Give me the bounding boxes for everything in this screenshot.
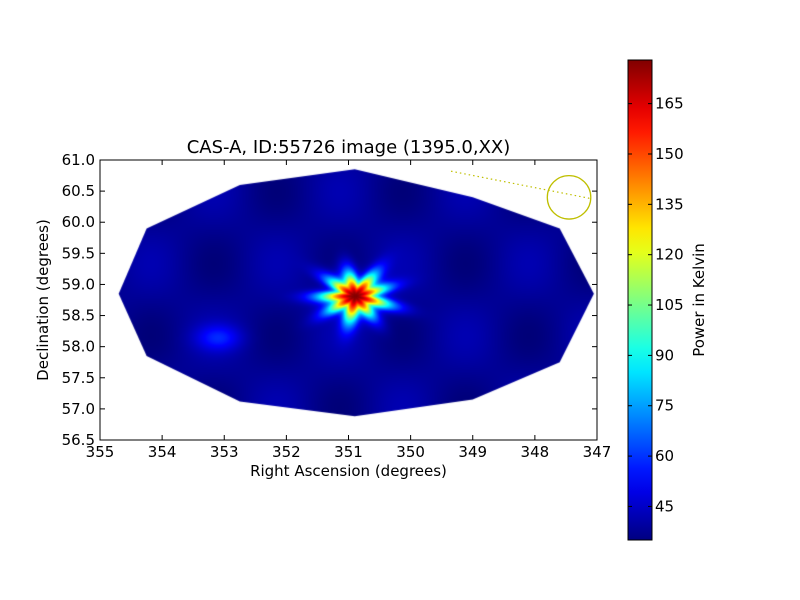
x-tick-label: 353 [210,443,239,461]
colorbar-tick-label: 90 [655,346,674,364]
colorbar-tick-label: 150 [655,145,684,163]
y-tick-label: 58.5 [62,307,95,325]
colorbar-tick-label: 60 [655,447,674,465]
colorbar-tick-label: 120 [655,246,684,264]
plot-area [99,159,598,441]
x-tick-label: 350 [396,443,425,461]
y-tick-label: 59.5 [62,244,95,262]
x-axis-label: Right Ascension (degrees) [250,462,447,480]
x-tick-label: 355 [86,443,115,461]
colorbar-label: Power in Kelvin [690,243,708,357]
x-axis: 355 354 353 352 351 350 349 348 347 [86,160,612,461]
y-tick-label: 56.5 [62,431,95,449]
heatmap-image [100,160,597,440]
y-tick-label: 58.0 [62,338,95,356]
y-axis: 56.5 57.0 57.5 58.0 58.5 59.0 59.5 60.0 60.5 61.0 [62,151,597,449]
x-tick-label: 347 [583,443,612,461]
x-tick-label: 351 [334,443,363,461]
beam-line [450,170,591,200]
colorbar-gradient [627,59,653,541]
colorbar-tick-label: 135 [655,195,684,213]
y-axis-label: Declination (degrees) [34,219,52,381]
y-tick-label: 59.0 [62,275,95,293]
y-tick-label: 60.0 [62,213,95,231]
colorbar-tick-label: 75 [655,397,674,415]
colorbar-tick-label: 45 [655,497,674,515]
x-tick-label: 352 [272,443,301,461]
y-tick-label: 57.0 [62,400,95,418]
y-tick-label: 60.5 [62,182,95,200]
y-tick-label: 61.0 [62,151,95,169]
beam-circle [546,174,592,220]
colorbar-tick-label: 165 [655,95,684,113]
y-tick-label: 57.5 [62,369,95,387]
chart-title: CAS-A, ID:55726 image (1395.0,XX) [187,137,511,158]
colorbar: 45 60 75 90 105 120 135 150 165 [627,59,684,541]
x-tick-label: 349 [458,443,487,461]
x-tick-label: 354 [148,443,177,461]
colorbar-tick-label: 105 [655,296,684,314]
x-tick-label: 348 [521,443,550,461]
